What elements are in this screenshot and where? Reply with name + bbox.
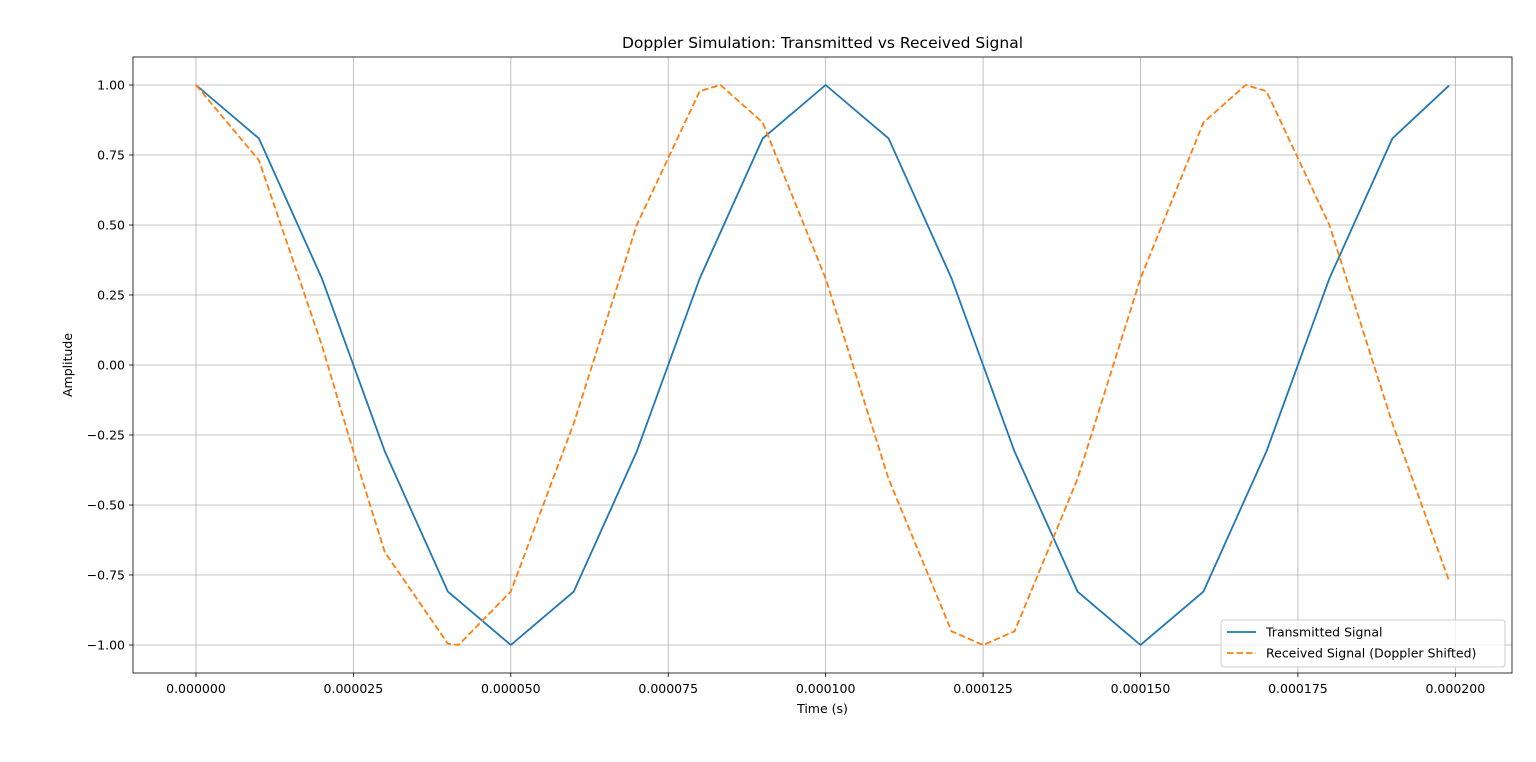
x-tick-label: 0.000050 xyxy=(481,681,541,696)
x-tick-label: 0.000125 xyxy=(953,681,1013,696)
plot-lines xyxy=(195,84,1450,646)
x-tick-label: 0.000175 xyxy=(1268,681,1328,696)
y-tick-label: 1.00 xyxy=(97,78,125,93)
y-tick-label: 0.50 xyxy=(97,218,125,233)
y-axis-label: Amplitude xyxy=(60,333,75,397)
legend-label-1: Transmitted Signal xyxy=(1265,625,1382,640)
series-line-1 xyxy=(195,84,1450,646)
legend: Transmitted Signal Received Signal (Doppl… xyxy=(1220,619,1506,668)
grid-lines xyxy=(133,57,1512,673)
series-line-2 xyxy=(195,84,1450,646)
legend-box xyxy=(1220,619,1506,668)
y-tick-label: −0.75 xyxy=(87,568,125,583)
x-tick-label: 0.000025 xyxy=(324,681,384,696)
x-tick-label: 0.000150 xyxy=(1111,681,1171,696)
chart-title: Doppler Simulation: Transmitted vs Recei… xyxy=(622,34,1023,52)
y-tick-label: −1.00 xyxy=(87,638,125,653)
x-tick-label: 0.000075 xyxy=(638,681,698,696)
y-tick-label: −0.50 xyxy=(87,498,125,513)
x-tick-label: 0.000200 xyxy=(1426,681,1486,696)
y-tick-label: 0.25 xyxy=(97,288,125,303)
y-tick-label: −0.25 xyxy=(87,428,125,443)
y-tick-label: 0.00 xyxy=(97,358,125,373)
x-axis-ticks: 0.000000 0.000025 0.000050 0.000075 0.000100… xyxy=(166,673,1485,696)
x-tick-label: 0.000000 xyxy=(166,681,226,696)
x-tick-label: 0.000100 xyxy=(796,681,856,696)
legend-label-2: Received Signal (Doppler Shifted) xyxy=(1266,646,1476,661)
y-tick-label: 0.75 xyxy=(97,148,125,163)
x-axis-label: Time (s) xyxy=(796,701,848,716)
y-axis-ticks: 1.00 0.75 0.50 0.25 0.00 −0.25 −0.50 −0.75 −1.00 xyxy=(87,78,133,653)
